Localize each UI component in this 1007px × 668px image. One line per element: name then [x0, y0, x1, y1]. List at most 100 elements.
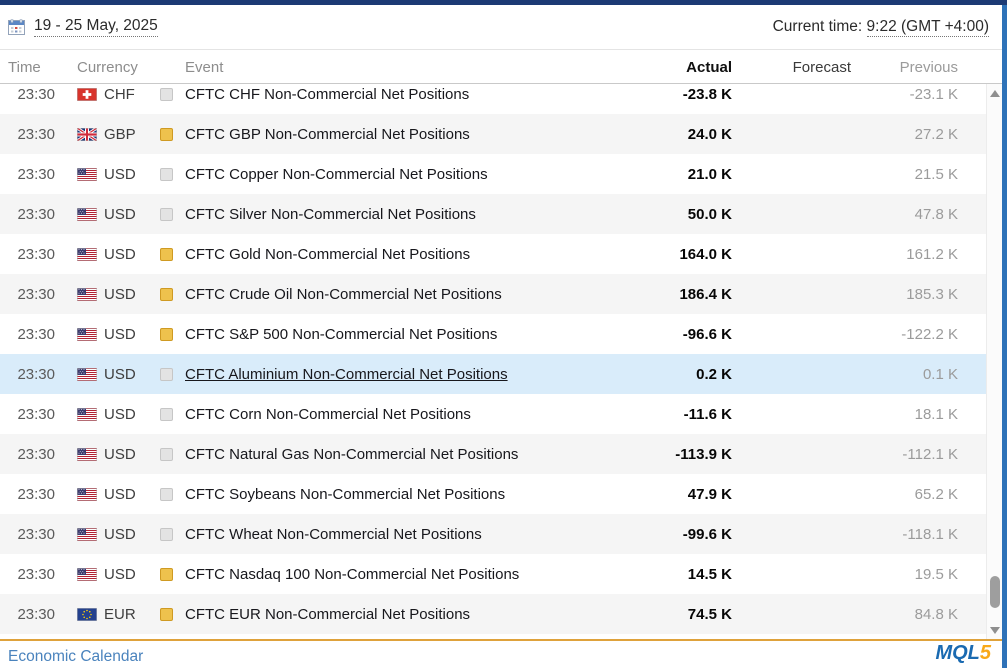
table-row[interactable]: 23:30 USD CFTC Crude Oil Non-Commercial … — [0, 274, 986, 314]
currency-cell: USD — [55, 286, 160, 303]
date-range-label[interactable]: 19 - 25 May, 2025 — [34, 17, 158, 37]
currency-cell: USD — [55, 406, 160, 423]
actual-value: 0.2 K — [696, 365, 732, 383]
scroll-down-arrow-icon[interactable] — [987, 622, 1003, 638]
table-row[interactable]: 23:30 USD CFTC Nasdaq 100 Non-Commercial… — [0, 554, 986, 594]
previous-value: 27.2 K — [914, 125, 958, 143]
time-cell: 23:30 — [17, 565, 55, 583]
event-link[interactable]: CFTC Silver Non-Commercial Net Positions — [185, 205, 476, 223]
currency-cell: USD — [55, 526, 160, 543]
economic-calendar-link[interactable]: Economic Calendar — [8, 648, 144, 665]
time-cell: 23:30 — [17, 525, 55, 543]
importance-icon — [160, 407, 173, 421]
time-cell: 23:30 — [17, 445, 55, 463]
currency-flag-icon — [77, 207, 97, 221]
event-cell: CFTC Aluminium Non-Commercial Net Positi… — [160, 366, 580, 383]
previous-value: 21.5 K — [914, 165, 958, 183]
currency-cell: EUR — [55, 606, 160, 623]
event-link[interactable]: CFTC Gold Non-Commercial Net Positions — [185, 245, 471, 263]
importance-icon — [160, 247, 173, 261]
current-time-value[interactable]: 9:22 (GMT +4:00) — [866, 18, 989, 37]
currency-code: GBP — [104, 125, 136, 143]
currency-code: EUR — [104, 605, 136, 623]
event-link[interactable]: CFTC Natural Gas Non-Commercial Net Posi… — [185, 445, 519, 463]
scroll-up-arrow-icon[interactable] — [987, 86, 1003, 102]
event-cell: CFTC Corn Non-Commercial Net Positions — [160, 406, 580, 423]
event-cell: CFTC Nasdaq 100 Non-Commercial Net Posit… — [160, 566, 580, 583]
event-cell: CFTC Crude Oil Non-Commercial Net Positi… — [160, 286, 580, 303]
table-row[interactable]: 23:30 EUR CFTC EUR Non-Commercial Net Po… — [0, 594, 986, 634]
scrollbar-thumb[interactable] — [990, 576, 1000, 608]
actual-value: -96.6 K — [682, 325, 732, 343]
table-row[interactable]: 23:30 USD CFTC Soybeans Non-Commercial N… — [0, 474, 986, 514]
event-link[interactable]: CFTC GBP Non-Commercial Net Positions — [185, 125, 470, 143]
table-row[interactable]: 23:30 USD CFTC Silver Non-Commercial Net… — [0, 194, 986, 234]
currency-flag-icon — [77, 87, 97, 101]
currency-cell: GBP — [55, 126, 160, 143]
column-header-time: Time — [8, 58, 41, 76]
importance-icon — [160, 447, 173, 461]
event-link[interactable]: CFTC Wheat Non-Commercial Net Positions — [185, 525, 482, 543]
table-row[interactable]: 23:30 CHF CFTC CHF Non-Commercial Net Po… — [0, 85, 986, 114]
date-range-picker[interactable]: 19 - 25 May, 2025 — [0, 17, 158, 37]
currency-code: USD — [104, 365, 136, 383]
previous-value: -112.1 K — [902, 445, 958, 463]
importance-icon — [160, 127, 173, 141]
mql5-logo[interactable]: MQL5 — [935, 642, 991, 665]
calendar-toolbar: 19 - 25 May, 2025 Current time: 9:22 (GM… — [0, 5, 1002, 50]
table-row[interactable]: 23:30 USD CFTC Wheat Non-Commercial Net … — [0, 514, 986, 554]
table-header: Time Currency Event Actual Forecast Prev… — [0, 51, 1002, 84]
importance-icon — [160, 527, 173, 541]
time-cell: 23:30 — [17, 405, 55, 423]
event-link[interactable]: CFTC EUR Non-Commercial Net Positions — [185, 605, 471, 623]
currency-flag-icon — [77, 327, 97, 341]
currency-flag-icon — [77, 407, 97, 421]
event-link[interactable]: CFTC S&P 500 Non-Commercial Net Position… — [185, 325, 498, 343]
currency-flag-icon — [77, 607, 97, 621]
table-row[interactable]: 23:30 USD CFTC Gold Non-Commercial Net P… — [0, 234, 986, 274]
vertical-scrollbar[interactable] — [986, 84, 1002, 640]
currency-code: USD — [104, 485, 136, 503]
table-row[interactable]: 23:30 USD CFTC Aluminium Non-Commercial … — [0, 354, 986, 394]
previous-value: 18.1 K — [914, 405, 958, 423]
current-time-label: Current time: — [772, 18, 863, 35]
event-cell: CFTC Wheat Non-Commercial Net Positions — [160, 526, 580, 543]
currency-code: USD — [104, 325, 136, 343]
event-cell: CFTC S&P 500 Non-Commercial Net Position… — [160, 326, 580, 343]
event-cell: CFTC Silver Non-Commercial Net Positions — [160, 206, 580, 223]
event-link[interactable]: CFTC Aluminium Non-Commercial Net Positi… — [185, 365, 508, 383]
event-link[interactable]: CFTC Corn Non-Commercial Net Positions — [185, 405, 471, 423]
table-row[interactable]: 23:30 USD CFTC S&P 500 Non-Commercial Ne… — [0, 314, 986, 354]
previous-value: -122.2 K — [901, 325, 958, 343]
currency-code: CHF — [104, 85, 135, 103]
previous-value: 19.5 K — [914, 565, 958, 583]
time-cell: 23:30 — [17, 365, 55, 383]
previous-value: 65.2 K — [914, 485, 958, 503]
importance-icon — [160, 607, 173, 621]
time-cell: 23:30 — [17, 85, 55, 103]
actual-value: -99.6 K — [682, 525, 732, 543]
table-row[interactable]: 23:30 USD CFTC Natural Gas Non-Commercia… — [0, 434, 986, 474]
actual-value: 24.0 K — [687, 125, 732, 143]
importance-icon — [160, 327, 173, 341]
event-link[interactable]: CFTC Nasdaq 100 Non-Commercial Net Posit… — [185, 565, 520, 583]
time-cell: 23:30 — [17, 485, 55, 503]
time-cell: 23:30 — [17, 205, 55, 223]
currency-cell: USD — [55, 446, 160, 463]
event-link[interactable]: CFTC Copper Non-Commercial Net Positions — [185, 165, 488, 183]
event-link[interactable]: CFTC Crude Oil Non-Commercial Net Positi… — [185, 285, 502, 303]
currency-flag-icon — [77, 167, 97, 181]
currency-code: USD — [104, 405, 136, 423]
previous-value: 84.8 K — [914, 605, 958, 623]
importance-icon — [160, 567, 173, 581]
table-row[interactable]: 23:30 USD CFTC Copper Non-Commercial Net… — [0, 154, 986, 194]
table-row[interactable]: 23:30 USD CFTC Corn Non-Commercial Net P… — [0, 394, 986, 434]
table-row[interactable]: 23:30 GBP CFTC GBP Non-Commercial Net Po… — [0, 114, 986, 154]
column-header-forecast: Forecast — [792, 58, 851, 76]
previous-value: -118.1 K — [902, 525, 958, 543]
event-link[interactable]: CFTC Soybeans Non-Commercial Net Positio… — [185, 485, 506, 503]
currency-flag-icon — [77, 487, 97, 501]
event-link[interactable]: CFTC CHF Non-Commercial Net Positions — [185, 85, 470, 103]
column-header-event: Event — [185, 58, 224, 76]
